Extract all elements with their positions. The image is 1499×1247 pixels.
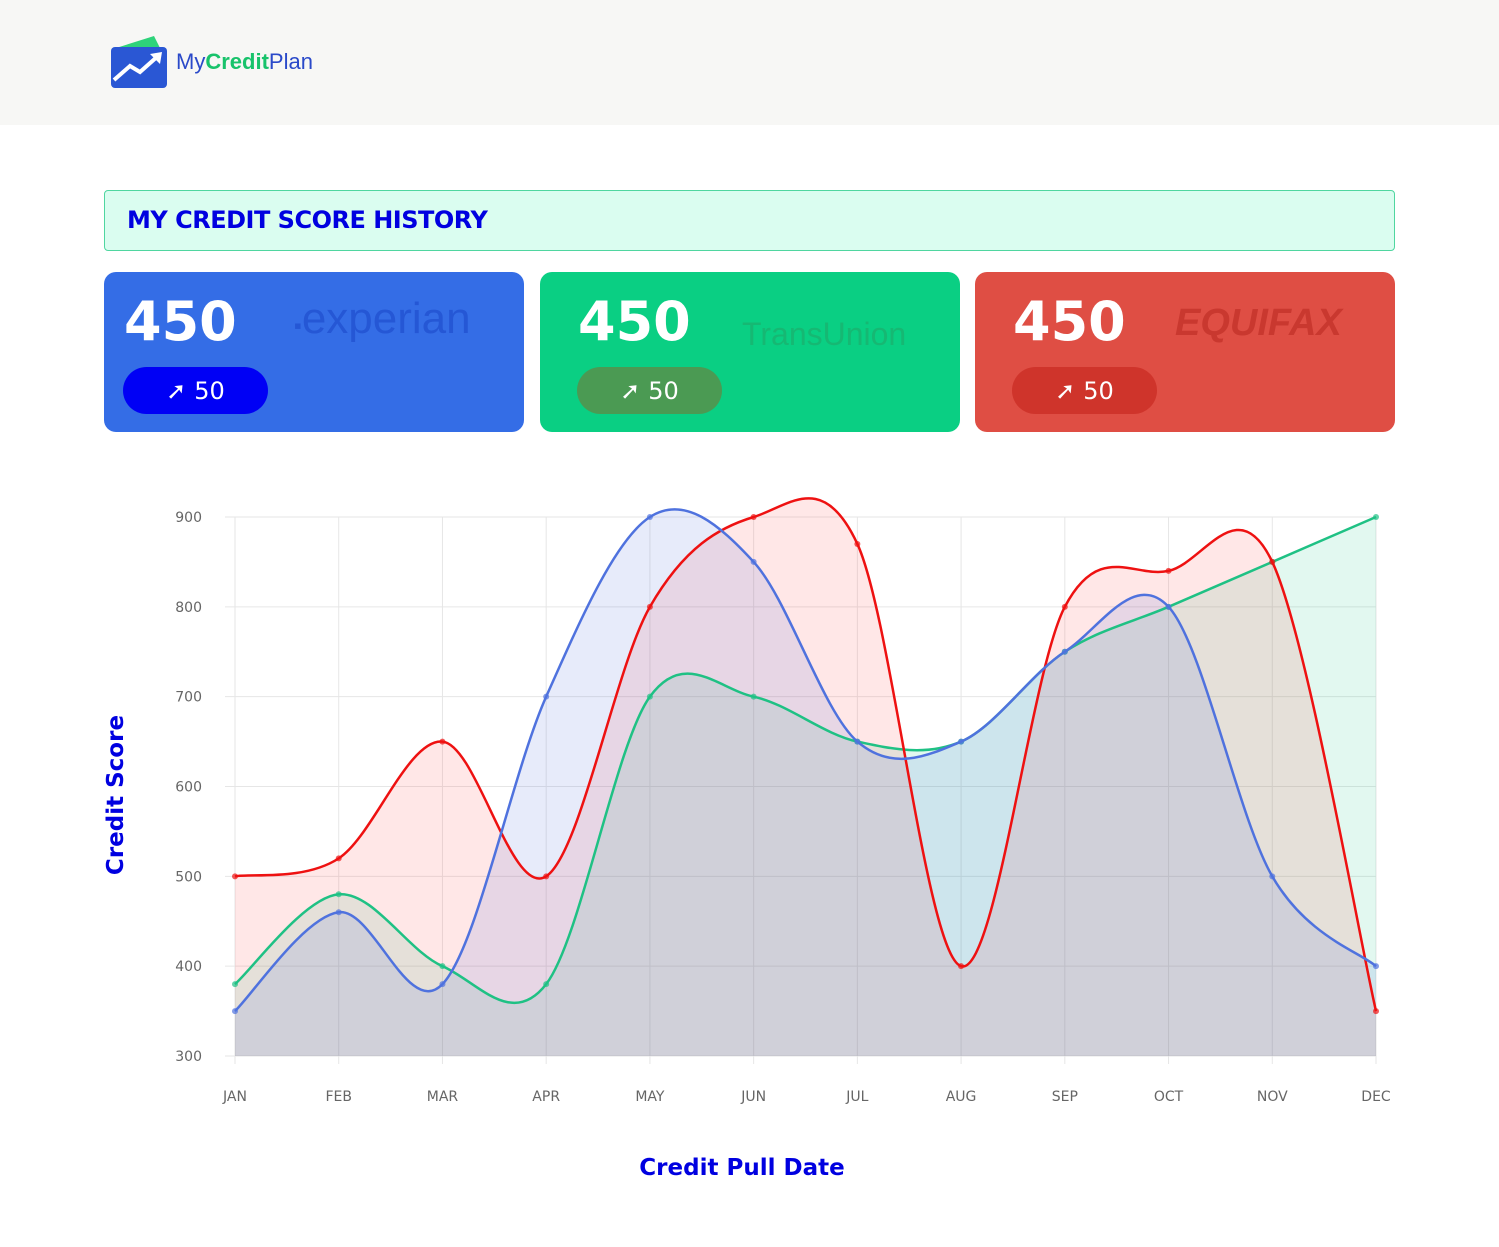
arrow-up-right-icon: ➚ (1055, 376, 1076, 405)
y-tick-label: 800 (175, 600, 202, 616)
x-tick-label: JUN (740, 1089, 766, 1105)
x-tick-label: AUG (946, 1089, 977, 1105)
data-point-equifax (1373, 1008, 1379, 1015)
logo[interactable]: MyCreditPlan (110, 34, 313, 90)
data-point-transunion (750, 693, 757, 700)
data-point-experian (1373, 963, 1379, 970)
score: 450 (124, 290, 237, 353)
data-point-experian (232, 1008, 238, 1015)
y-tick-label: 400 (175, 959, 202, 975)
data-point-equifax (646, 603, 653, 610)
experian-logo: ▪experian (294, 294, 471, 343)
y-tick-label: 600 (175, 780, 202, 796)
data-point-experian (750, 558, 757, 565)
data-point-experian (958, 738, 965, 745)
equifax-card: 450 EQUIFAX ➚ 50 (975, 272, 1395, 432)
equifax-logo: EQUIFAX (1175, 302, 1342, 344)
arrow-up-right-icon: ➚ (620, 376, 641, 405)
data-point-equifax (1061, 603, 1068, 610)
transunion-logo: TransUnion (742, 316, 907, 352)
y-tick-label: 700 (175, 690, 202, 706)
data-point-experian (1269, 873, 1276, 880)
data-point-transunion (335, 891, 342, 898)
x-tick-label: JUL (845, 1089, 868, 1105)
data-point-experian (439, 981, 446, 988)
x-axis-label: Credit Pull Date (639, 1155, 845, 1181)
data-point-equifax (854, 540, 861, 547)
x-tick-label: MAR (427, 1089, 459, 1105)
area-transunion (235, 517, 1376, 1056)
line-equifax (234, 497, 1378, 1012)
x-tick-label: JAN (222, 1089, 247, 1105)
data-point-equifax (439, 738, 446, 745)
data-point-equifax (958, 963, 965, 970)
line-experian (234, 508, 1377, 1012)
data-point-equifax (1165, 567, 1172, 574)
y-tick-label: 300 (175, 1049, 202, 1065)
wallet-logo-icon (111, 36, 167, 88)
y-tick-label: 900 (175, 510, 202, 526)
data-point-equifax (750, 514, 757, 520)
x-tick-label: DEC (1361, 1089, 1391, 1105)
section-title-banner: MY CREDIT SCORE HISTORY (104, 190, 1395, 251)
x-tick-label: SEP (1052, 1089, 1078, 1105)
change-badge: ➚ 50 (123, 367, 268, 414)
change-badge: ➚ 50 (1012, 367, 1157, 414)
data-point-experian (1061, 648, 1068, 655)
y-tick-label: 500 (175, 869, 202, 885)
x-tick-label: MAY (635, 1089, 665, 1105)
data-point-transunion (646, 693, 653, 700)
data-point-equifax (543, 873, 550, 880)
data-point-equifax (1269, 558, 1276, 565)
header: MyCreditPlan (0, 0, 1499, 125)
x-tick-label: OCT (1154, 1089, 1184, 1105)
data-point-experian (1165, 603, 1172, 610)
data-point-transunion (232, 981, 238, 988)
data-point-experian (646, 514, 653, 520)
y-axis-label: Credit Score (103, 714, 129, 876)
score: 450 (578, 290, 691, 353)
experian-card: 450 ▪experian ➚ 50 (104, 272, 524, 432)
data-point-experian (543, 693, 550, 700)
change-badge: ➚ 50 (577, 367, 722, 414)
section-title: MY CREDIT SCORE HISTORY (127, 206, 488, 234)
data-point-transunion (439, 963, 446, 970)
data-point-transunion (543, 981, 550, 988)
score: 450 (1013, 290, 1126, 353)
logo-text: MyCreditPlan (176, 49, 313, 74)
x-tick-label: NOV (1257, 1089, 1288, 1105)
data-point-experian (854, 738, 861, 745)
transunion-card: 450 TransUnion ➚ 50 (540, 272, 960, 432)
data-point-transunion (1373, 514, 1379, 520)
x-tick-label: FEB (325, 1089, 352, 1105)
data-point-equifax (335, 855, 342, 862)
x-tick-label: APR (532, 1089, 560, 1105)
arrow-up-right-icon: ➚ (166, 376, 187, 405)
data-point-experian (335, 909, 342, 916)
area-experian (235, 509, 1376, 1057)
data-point-equifax (232, 873, 238, 880)
